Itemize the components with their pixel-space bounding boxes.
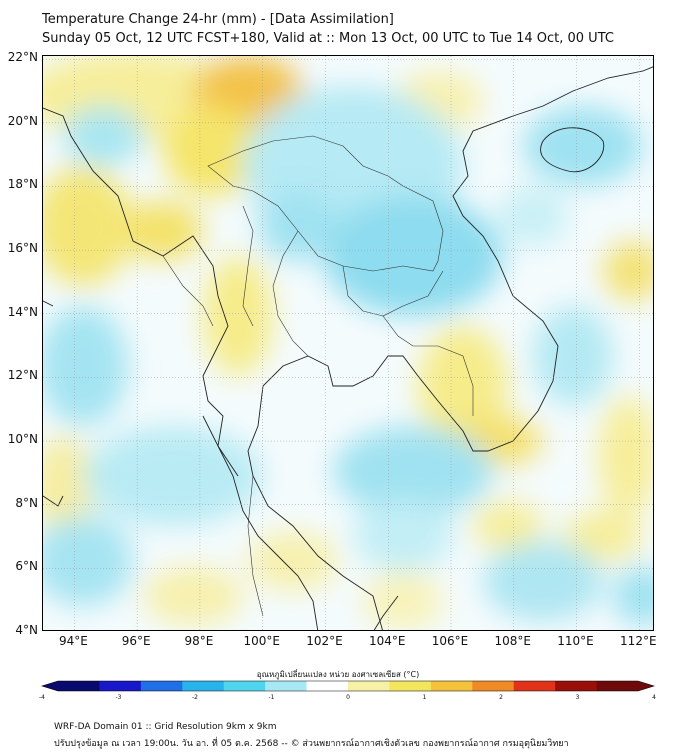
latitude-label: 8°N bbox=[15, 495, 38, 510]
footer-domain-info: WRF-DA Domain 01 :: Grid Resolution 9km … bbox=[54, 722, 277, 732]
colorbar-title: อุณหภูมิเปลี่ยนแปลง หน่วย องศาเซลเซียส (… bbox=[256, 670, 420, 679]
map-panel bbox=[42, 55, 654, 631]
longitude-label: 96°E bbox=[121, 634, 151, 648]
colorbar-segment bbox=[555, 681, 598, 691]
colorbar-outline bbox=[40, 680, 656, 692]
colorbar-segment bbox=[513, 681, 556, 691]
latitude-label: 20°N bbox=[7, 113, 38, 128]
latitude-label: 22°N bbox=[7, 50, 38, 65]
latitude-label: 10°N bbox=[7, 432, 38, 447]
colorbar-segment bbox=[182, 681, 225, 691]
colorbar-segment bbox=[430, 681, 473, 691]
colorbar-segment bbox=[306, 681, 349, 691]
footer-credit: ปรับปรุงข้อมูล ณ เวลา 19:00น. วัน อา. ที… bbox=[54, 739, 569, 749]
latitude-label: 6°N bbox=[15, 559, 38, 574]
colorbar-segment bbox=[348, 681, 390, 691]
map-subtitle: Sunday 05 Oct, 12 UTC FCST+180, Valid at… bbox=[42, 31, 614, 46]
longitude-label: 104°E bbox=[368, 634, 406, 648]
colorbar-tick-label: 0 bbox=[346, 694, 350, 701]
colorbar-segment bbox=[265, 681, 308, 691]
colorbar-segment bbox=[389, 681, 432, 691]
latitude-label: 12°N bbox=[7, 368, 38, 383]
map-title: Temperature Change 24-hr (mm) - [Data As… bbox=[42, 12, 394, 27]
colorbar-extend-high bbox=[638, 681, 654, 691]
colorbar-tick-label: -1 bbox=[268, 694, 275, 701]
longitude-label: 110°E bbox=[557, 634, 594, 648]
colorbar-tick-label: -4 bbox=[39, 694, 45, 701]
colorbar-tick-label: 1 bbox=[422, 694, 427, 701]
latitude-label: 18°N bbox=[7, 177, 38, 192]
colorbar-extend-low bbox=[42, 681, 58, 691]
longitude-label: 100°E bbox=[243, 634, 280, 648]
colorbar-tick-label: 4 bbox=[652, 694, 656, 701]
colorbar-segment bbox=[58, 681, 100, 691]
longitude-label: 108°E bbox=[494, 634, 532, 648]
longitude-label: 106°E bbox=[431, 634, 469, 648]
longitude-label: 112°E bbox=[620, 634, 657, 648]
map-canvas bbox=[43, 56, 653, 630]
colorbar-segment bbox=[99, 681, 142, 691]
latitude-label: 16°N bbox=[7, 241, 38, 256]
colorbar-tick-label: -3 bbox=[115, 694, 122, 701]
colorbar-tick-label: -2 bbox=[192, 694, 198, 701]
latitude-label: 4°N bbox=[15, 623, 38, 637]
colorbar-tick-label: 3 bbox=[575, 694, 580, 701]
colorbar-segment bbox=[223, 681, 266, 691]
colorbar-segment bbox=[140, 681, 183, 691]
latitude-label: 14°N bbox=[7, 304, 38, 319]
longitude-label: 102°E bbox=[306, 634, 343, 648]
longitude-label: 94°E bbox=[58, 634, 88, 648]
colorbar bbox=[40, 680, 656, 692]
colorbar-segment bbox=[596, 681, 639, 691]
colorbar-tick-label: 2 bbox=[499, 694, 503, 701]
longitude-label: 98°E bbox=[184, 634, 214, 648]
colorbar-segment bbox=[472, 681, 515, 691]
